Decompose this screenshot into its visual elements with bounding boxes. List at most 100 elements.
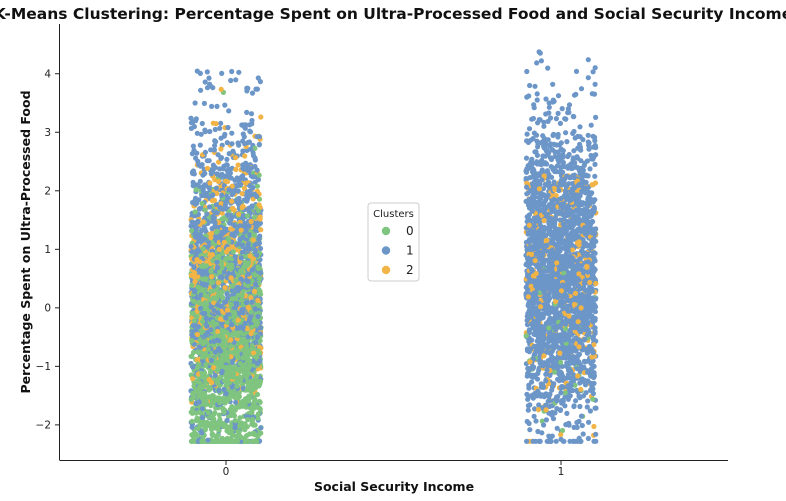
- scatter-point-cluster-1: [224, 417, 230, 423]
- scatter-point-cluster-1: [233, 77, 239, 83]
- scatter-point-cluster-2: [230, 205, 236, 211]
- scatter-point-cluster-1: [552, 221, 558, 227]
- scatter-point-cluster-1: [554, 425, 560, 431]
- scatter-point-cluster-1: [229, 292, 235, 298]
- scatter-point-cluster-0: [255, 379, 261, 385]
- scatter-point-cluster-1: [229, 68, 235, 75]
- scatter-point-cluster-2: [541, 217, 547, 224]
- scatter-point-cluster-1: [233, 399, 239, 405]
- scatter-point-cluster-1: [541, 119, 547, 125]
- scatter-point-cluster-1: [546, 403, 553, 410]
- scatter-point-cluster-1: [581, 364, 587, 370]
- scatter-point-cluster-1: [592, 65, 598, 71]
- scatter-point-cluster-1: [218, 120, 224, 126]
- scatter-point-cluster-0: [193, 418, 199, 424]
- scatter-point-cluster-1: [558, 140, 564, 146]
- scatter-point-cluster-1: [226, 108, 232, 114]
- scatter-point-cluster-1: [591, 374, 597, 380]
- scatter-point-cluster-1: [586, 146, 592, 152]
- scatter-point-cluster-0: [220, 405, 226, 411]
- scatter-point-cluster-1: [218, 155, 225, 161]
- scatter-point-cluster-1: [191, 264, 197, 270]
- scatter-point-cluster-2: [218, 146, 224, 152]
- scatter-point-cluster-1: [524, 438, 530, 444]
- scatter-point-cluster-1: [559, 333, 566, 339]
- scatter-point-cluster-1: [541, 422, 547, 428]
- scatter-point-cluster-2: [593, 280, 599, 287]
- scatter-point-cluster-1: [571, 128, 577, 135]
- scatter-point-cluster-2: [591, 423, 597, 430]
- scatter-point-cluster-0: [200, 434, 206, 440]
- scatter-point-cluster-1: [246, 208, 252, 214]
- scatter-point-cluster-1: [244, 109, 250, 115]
- scatter-point-cluster-1: [590, 69, 596, 75]
- scatter-point-cluster-1: [222, 226, 228, 232]
- scatter-point-cluster-1: [523, 175, 529, 182]
- scatter-point-cluster-1: [226, 151, 232, 157]
- scatter-point-cluster-1: [548, 164, 554, 170]
- scatter-point-cluster-0: [252, 145, 258, 151]
- scatter-point-cluster-1: [534, 214, 540, 220]
- scatter-point-cluster-2: [242, 153, 248, 159]
- scatter-point-cluster-0: [251, 405, 257, 411]
- scatter-point-cluster-1: [544, 168, 551, 174]
- scatter-point-cluster-1: [532, 83, 538, 89]
- scatter-point-cluster-2: [578, 386, 584, 392]
- scatter-point-cluster-1: [204, 69, 210, 75]
- scatter-point-cluster-1: [216, 234, 222, 240]
- scatter-point-cluster-1: [188, 115, 194, 121]
- scatter-point-cluster-1: [541, 123, 547, 129]
- scatter-point-cluster-1: [526, 93, 532, 99]
- scatter-point-cluster-1: [234, 300, 240, 306]
- scatter-point-cluster-0: [228, 408, 234, 414]
- scatter-point-cluster-2: [235, 162, 241, 168]
- scatter-point-cluster-1: [593, 438, 599, 444]
- scatter-point-cluster-1: [534, 393, 540, 399]
- scatter-point-cluster-1: [564, 139, 570, 145]
- scatter-point-cluster-1: [547, 155, 554, 161]
- scatter-point-cluster-1: [565, 361, 571, 367]
- scatter-point-cluster-1: [579, 422, 585, 429]
- scatter-point-cluster-1: [538, 58, 545, 64]
- scatter-point-cluster-1: [563, 116, 569, 122]
- scatter-point-cluster-1: [526, 338, 532, 344]
- scatter-point-cluster-1: [531, 102, 537, 108]
- scatter-point-cluster-1: [590, 274, 597, 280]
- scatter-point-cluster-1: [552, 167, 558, 173]
- scatter-point-cluster-2: [584, 264, 590, 270]
- scatter-point-cluster-1: [523, 284, 530, 290]
- scatter-point-cluster-1: [537, 50, 543, 56]
- scatter-point-cluster-1: [560, 159, 567, 166]
- scatter-point-cluster-1: [199, 414, 206, 421]
- scatter-point-cluster-1: [530, 438, 536, 444]
- scatter-point-cluster-1: [564, 293, 570, 299]
- scatter-point-cluster-0: [255, 411, 261, 417]
- scatter-point-cluster-1: [565, 153, 571, 160]
- scatter-point-cluster-1: [584, 404, 590, 410]
- scatter-point-cluster-2: [591, 342, 597, 348]
- scatter-point-cluster-1: [525, 407, 531, 413]
- scatter-point-cluster-1: [221, 173, 228, 179]
- scatter-point-cluster-0: [255, 415, 261, 421]
- scatter-point-cluster-0: [523, 333, 529, 339]
- scatter-point-cluster-1: [242, 141, 248, 147]
- scatter-point-cluster-1: [257, 79, 263, 85]
- scatter-point-cluster-1: [567, 270, 573, 276]
- scatter-point-cluster-1: [198, 87, 204, 93]
- scatter-point-cluster-1: [579, 376, 585, 382]
- scatter-point-cluster-1: [200, 188, 206, 194]
- scatter-point-cluster-1: [538, 359, 544, 365]
- scatter-point-cluster-1: [234, 188, 240, 194]
- scatter-point-cluster-2: [216, 178, 222, 184]
- scatter-point-cluster-1: [573, 398, 579, 404]
- scatter-point-cluster-2: [244, 325, 250, 332]
- scatter-point-cluster-1: [237, 223, 243, 229]
- scatter-point-cluster-1: [258, 425, 264, 431]
- scatter-point-cluster-2: [258, 114, 264, 120]
- scatter-point-cluster-0: [241, 370, 247, 376]
- scatter-point-cluster-1: [575, 360, 582, 366]
- scatter-point-cluster-1: [213, 185, 219, 191]
- scatter-point-cluster-1: [248, 146, 254, 152]
- scatter-point-cluster-1: [543, 96, 549, 102]
